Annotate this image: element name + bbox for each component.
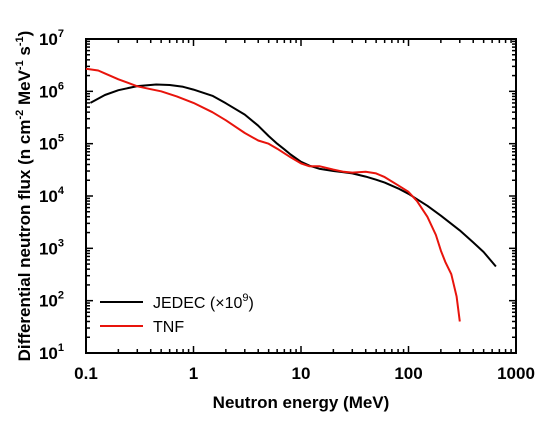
x-tick-label: 0.1 [74, 364, 98, 383]
series-line-jedec [89, 83, 497, 268]
y-title-sup3: -1 [14, 36, 26, 46]
x-tick-label: 100 [394, 364, 422, 383]
x-tick-label: 1 [189, 364, 198, 383]
tick-labels: 0.1 1 10 100 1000 101 102 103 104 105 106 107 [39, 28, 535, 383]
y-tick-label: 106 [39, 80, 64, 101]
y-axis-title: Differential neutron flux (n cm-2 MeV-1 … [14, 31, 34, 362]
y-title-sup2: -1 [14, 60, 26, 70]
legend: JEDEC (×109) TNF [100, 292, 254, 336]
x-tick-label: 10 [292, 364, 311, 383]
legend-label-jedec: JEDEC (×109) [153, 292, 254, 312]
y-title-main: Differential neutron flux (n cm [15, 120, 34, 362]
y-tick-label: 101 [39, 342, 64, 363]
y-tick-label: 103 [39, 237, 64, 258]
series-layer [85, 67, 497, 322]
axis-ticks [85, 39, 516, 354]
plot-area: 0.1 1 10 100 1000 101 102 103 104 105 106 107 [39, 28, 535, 383]
y-title-end: ) [15, 31, 34, 37]
y-title-sup1: -2 [14, 110, 26, 120]
y-title-mid2: s [15, 46, 34, 60]
x-axis-title: Neutron energy (MeV) [213, 393, 390, 412]
legend-label-tnf: TNF [153, 319, 184, 336]
y-tick-label: 107 [39, 28, 64, 49]
y-title-mid1: MeV [15, 69, 34, 109]
y-tick-label: 104 [39, 185, 65, 206]
series-line-tnf [85, 67, 461, 322]
y-tick-label: 102 [39, 290, 64, 311]
x-tick-label: 1000 [497, 364, 535, 383]
plot-frame [85, 38, 517, 354]
y-tick-label: 105 [39, 133, 64, 154]
